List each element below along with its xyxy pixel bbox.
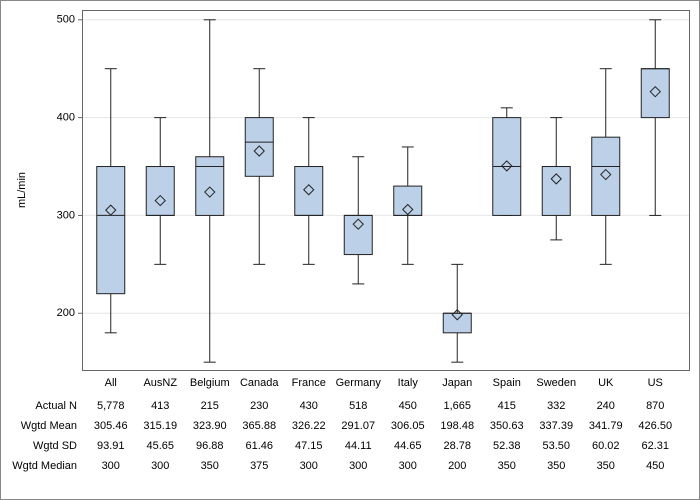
box xyxy=(244,117,274,177)
table-cell: 306.05 xyxy=(391,420,425,432)
table-cell: 323.90 xyxy=(193,420,227,432)
table-cell: 198.48 xyxy=(440,420,474,432)
mean-marker xyxy=(550,173,562,185)
table-cell: 215 xyxy=(201,400,219,412)
table-cell: 350 xyxy=(498,460,516,472)
table-cell: 240 xyxy=(597,400,615,412)
x-tick-label: Japan xyxy=(442,377,472,389)
x-tick-label: Canada xyxy=(240,377,279,389)
mean-marker xyxy=(451,309,463,321)
box xyxy=(96,166,126,295)
table-cell: 44.11 xyxy=(345,440,372,452)
box xyxy=(541,166,571,216)
table-cell: 5,778 xyxy=(97,400,125,412)
x-tick-label: UK xyxy=(598,377,614,389)
table-cell: 430 xyxy=(300,400,318,412)
table-cell: 450 xyxy=(399,400,417,412)
table-row-label: Wgtd Median xyxy=(12,460,77,472)
y-tick-label: 300 xyxy=(57,209,75,221)
mean-marker xyxy=(154,194,166,207)
table-cell: 47.15 xyxy=(295,440,323,452)
table-cell: 375 xyxy=(250,460,268,472)
box xyxy=(442,312,472,334)
table-cell: 230 xyxy=(250,400,268,412)
table-cell: 300 xyxy=(300,460,318,472)
table-cell: 326.22 xyxy=(292,420,326,432)
table-cell: 300 xyxy=(151,460,169,472)
table-cell: 28.78 xyxy=(443,440,471,452)
table-cell: 337.39 xyxy=(539,420,573,432)
table-cell: 426.50 xyxy=(638,420,672,432)
box xyxy=(145,166,175,216)
table-cell: 200 xyxy=(448,460,466,472)
box xyxy=(393,185,423,216)
table-cell: 341.79 xyxy=(589,420,623,432)
table-cell: 1,665 xyxy=(443,400,471,412)
table-cell: 315.19 xyxy=(143,420,177,432)
table-cell: 350 xyxy=(547,460,565,472)
mean-marker xyxy=(105,204,117,216)
x-tick-label: All xyxy=(105,377,117,389)
table-cell: 350.63 xyxy=(490,420,524,432)
table-cell: 350 xyxy=(597,460,615,472)
mean-marker xyxy=(600,168,612,181)
mean-marker xyxy=(204,186,216,198)
box xyxy=(343,214,373,256)
plot-frame xyxy=(82,10,690,371)
table-cell: 413 xyxy=(151,400,169,412)
table-cell: 44.65 xyxy=(394,440,422,452)
y-tick-label: 500 xyxy=(57,14,75,26)
box xyxy=(195,156,225,216)
x-tick-label: AusNZ xyxy=(143,377,177,389)
box xyxy=(591,136,621,216)
table-cell: 96.88 xyxy=(196,440,224,452)
table-cell: 93.91 xyxy=(97,440,125,452)
mean-marker xyxy=(303,184,315,196)
table-cell: 291.07 xyxy=(341,420,375,432)
x-tick-label: Italy xyxy=(398,377,419,389)
x-tick-label: Spain xyxy=(493,377,521,389)
mean-marker xyxy=(649,85,661,98)
table-cell: 45.65 xyxy=(146,440,174,452)
table-cell: 350 xyxy=(201,460,219,472)
table-cell: 60.02 xyxy=(592,440,620,452)
y-tick-label: 200 xyxy=(57,307,75,319)
table-cell: 305.46 xyxy=(94,420,128,432)
table-cell: 300 xyxy=(399,460,417,472)
mean-marker xyxy=(402,203,414,216)
table-cell: 332 xyxy=(547,400,565,412)
table-cell: 53.50 xyxy=(542,440,570,452)
table-row-label: Actual N xyxy=(35,400,77,412)
y-axis-label: mL/min xyxy=(16,172,28,208)
table-row-label: Wgtd Mean xyxy=(21,420,77,432)
mean-marker xyxy=(253,145,265,157)
box xyxy=(640,68,670,119)
table-cell: 300 xyxy=(102,460,120,472)
table-cell: 365.88 xyxy=(242,420,276,432)
table-cell: 61.46 xyxy=(245,440,273,452)
mean-marker xyxy=(352,218,364,230)
box xyxy=(294,166,324,216)
x-tick-label: Sweden xyxy=(536,377,576,389)
mean-marker xyxy=(501,160,513,172)
table-cell: 415 xyxy=(498,400,516,412)
table-cell: 52.38 xyxy=(493,440,521,452)
table-cell: 870 xyxy=(646,400,664,412)
table-cell: 518 xyxy=(349,400,367,412)
y-tick-label: 400 xyxy=(57,112,75,124)
x-tick-label: US xyxy=(648,377,663,389)
x-tick-label: Germany xyxy=(336,377,382,389)
table-cell: 62.31 xyxy=(641,440,669,452)
table-cell: 300 xyxy=(349,460,367,472)
x-tick-label: France xyxy=(292,377,326,389)
table-cell: 450 xyxy=(646,460,664,472)
table-row-label: Wgtd SD xyxy=(33,440,77,452)
x-tick-label: Belgium xyxy=(190,377,230,389)
